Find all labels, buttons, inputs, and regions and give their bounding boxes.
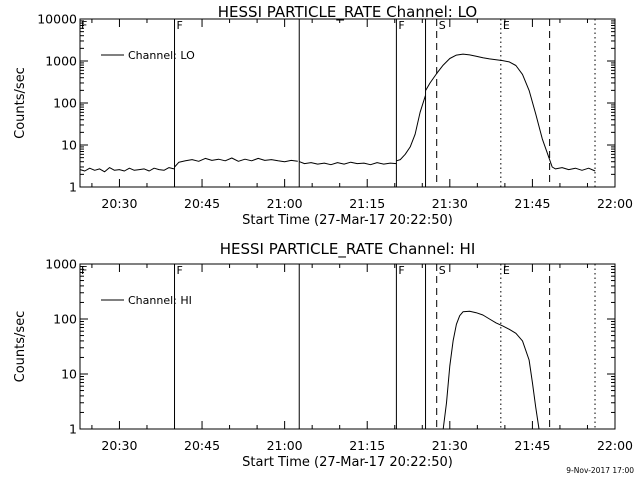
- lo-channel-panel: HESSI PARTICLE_RATE Channel: LO 20:30 20:4…: [13, 3, 633, 228]
- event-marker-label: F: [398, 19, 404, 32]
- x-axis-label: Start Time (27-Mar-17 20:22:50): [242, 455, 453, 470]
- x-tick-label: 21:45: [514, 438, 550, 453]
- legend-entry: Channel: LO: [128, 49, 195, 62]
- legend-entry: Channel: HI: [128, 294, 192, 307]
- x-tick-label: 20:45: [184, 438, 220, 453]
- y-tick-label: 100: [53, 96, 77, 111]
- y-axis-label: Counts/sec: [13, 311, 28, 383]
- plot-frame: [79, 263, 616, 430]
- x-axis-label: Start Time (27-Mar-17 20:22:50): [242, 213, 453, 228]
- event-marker-label: S: [439, 19, 446, 32]
- plot-frame: [79, 18, 616, 188]
- series-line: [442, 310, 540, 430]
- series-line: [79, 167, 175, 173]
- event-marker-label: E: [503, 19, 510, 32]
- y-tick-label: 1: [69, 422, 77, 437]
- series-line: [174, 157, 298, 168]
- corner-flag-label: F: [81, 19, 87, 32]
- event-marker-label: E: [503, 264, 510, 277]
- event-marker-label: F: [177, 264, 183, 277]
- event-marker-label: S: [439, 264, 446, 277]
- y-tick-label: 10: [61, 367, 77, 382]
- y-tick-label: 1: [69, 180, 77, 195]
- series-line: [299, 161, 397, 166]
- x-tick-label: 21:00: [267, 196, 303, 211]
- x-tick-label: 21:15: [349, 438, 385, 453]
- y-tick-label: 100: [53, 312, 77, 327]
- chart-title: HESSI PARTICLE_RATE Channel: LO: [218, 3, 477, 22]
- x-tick-label: 20:30: [101, 438, 137, 453]
- x-tick-label: 21:15: [349, 196, 385, 211]
- x-tick-label: 22:00: [597, 438, 633, 453]
- hi-channel-panel: HESSI PARTICLE_RATE Channel: HI 20:30 20:4…: [13, 240, 633, 470]
- x-tick-label: 21:30: [432, 196, 468, 211]
- chart-title: HESSI PARTICLE_RATE Channel: HI: [220, 240, 476, 259]
- x-tick-label: 20:45: [184, 196, 220, 211]
- x-tick-label: 20:30: [101, 196, 137, 211]
- y-axis-label: Counts/sec: [13, 67, 28, 139]
- date-stamp: 9-Nov-2017 17:00: [566, 466, 634, 475]
- corner-flag-label: F: [81, 264, 87, 277]
- series-line: [425, 53, 596, 172]
- x-tick-label: 21:45: [514, 196, 550, 211]
- y-tick-label: 10000: [37, 12, 77, 27]
- event-marker-label: F: [177, 19, 183, 32]
- x-tick-label: 21:00: [267, 438, 303, 453]
- x-tick-label: 21:30: [432, 438, 468, 453]
- series-line: [396, 95, 426, 162]
- y-tick-label: 1000: [45, 54, 77, 69]
- event-marker-label: F: [398, 264, 404, 277]
- y-tick-label: 1000: [45, 257, 77, 272]
- y-tick-label: 10: [61, 138, 77, 153]
- x-tick-label: 22:00: [597, 196, 633, 211]
